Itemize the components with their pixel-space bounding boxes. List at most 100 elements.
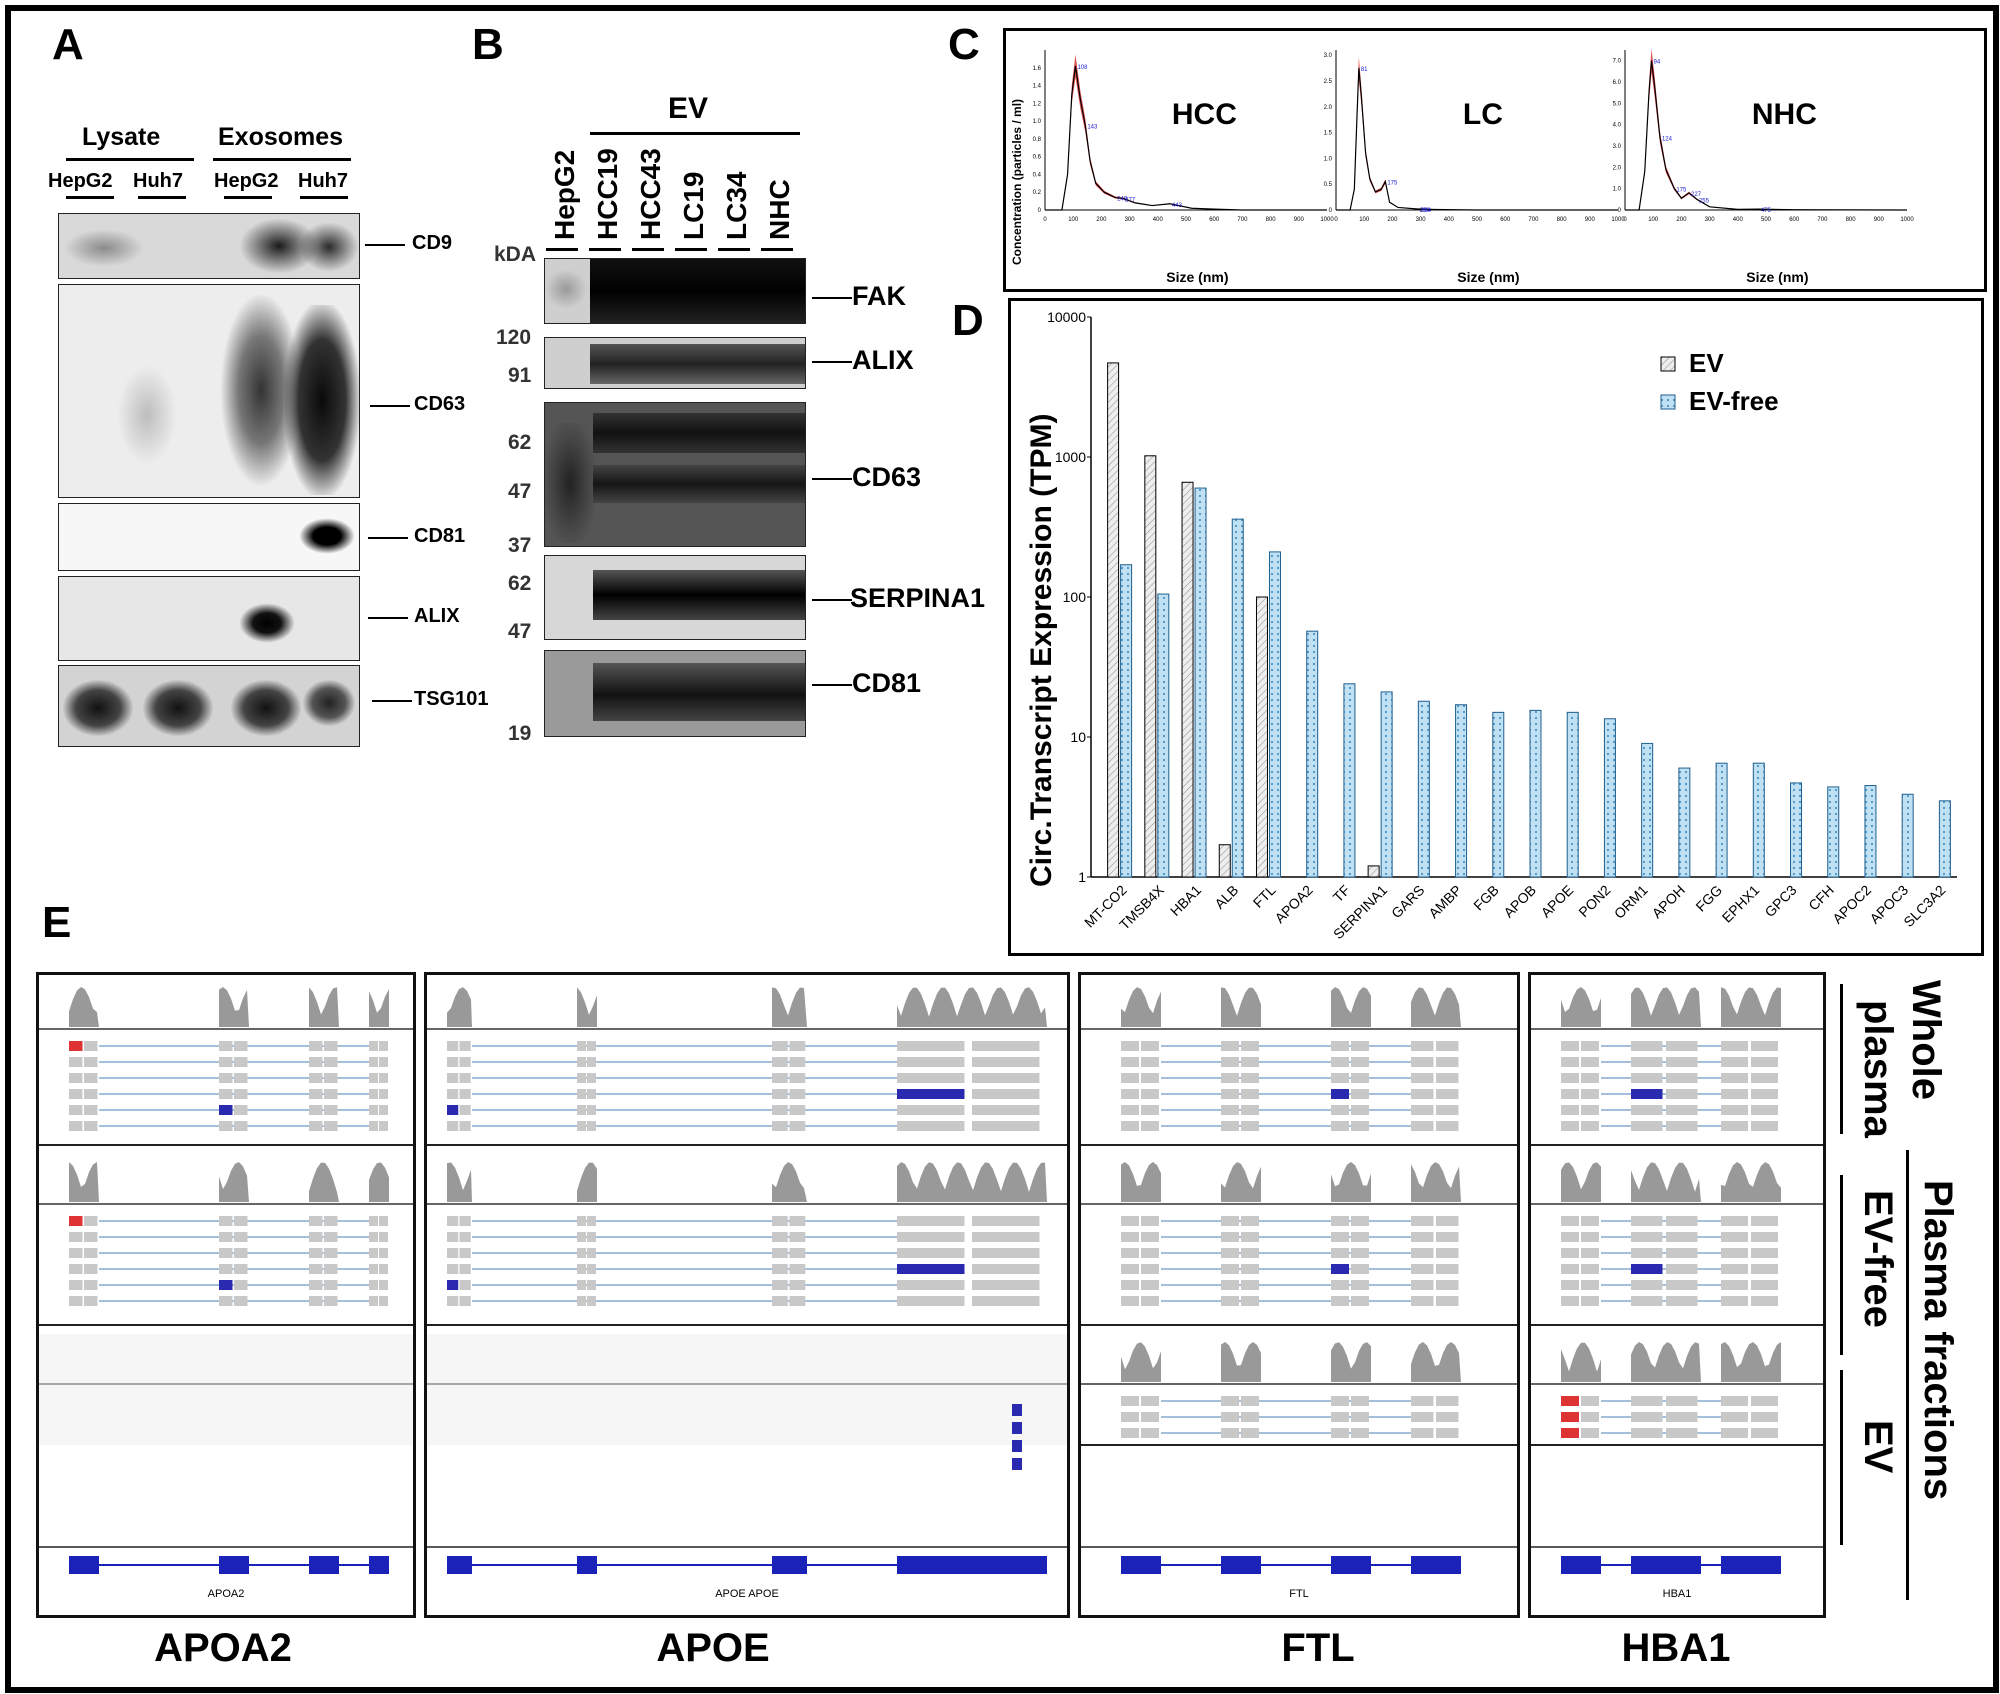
read-block [447, 1105, 459, 1115]
read-block [1351, 1121, 1369, 1131]
read-block [1221, 1264, 1239, 1274]
read-block [1241, 1121, 1259, 1131]
read-block [369, 1232, 378, 1242]
read-block [309, 1089, 323, 1099]
bar-ev-free [1343, 683, 1356, 878]
read-block [1221, 1412, 1239, 1422]
x-axis-title: Size (nm) [1457, 269, 1519, 285]
category-label: GARS [1388, 882, 1427, 921]
read-block [972, 1232, 1040, 1242]
read-block [1351, 1296, 1369, 1306]
read-block [789, 1232, 806, 1242]
read-block [1666, 1089, 1698, 1099]
read-block [1721, 1280, 1748, 1290]
read-block [1721, 1041, 1748, 1051]
read-block [1721, 1412, 1748, 1422]
lane-rule [300, 196, 348, 199]
size-distribution-line [1336, 68, 1618, 211]
read-block [1436, 1216, 1459, 1226]
read-block [1751, 1232, 1778, 1242]
read-block [587, 1089, 596, 1099]
gene-exon [1411, 1556, 1461, 1574]
x-tick-label: 600 [1789, 217, 1800, 223]
read-block [1121, 1396, 1139, 1406]
read-block [1012, 1404, 1022, 1416]
read-block [84, 1296, 98, 1306]
read-block [1411, 1412, 1434, 1422]
x-tick-label: 400 [1153, 217, 1164, 223]
blot-a-alix [58, 576, 360, 661]
read-block [1721, 1073, 1748, 1083]
read-block [447, 1057, 459, 1067]
read-block [772, 1041, 788, 1051]
read-block [1221, 1280, 1239, 1290]
read-block [789, 1248, 806, 1258]
y-tick-label: 2.0 [1613, 165, 1622, 171]
read-block [1581, 1280, 1599, 1290]
marker-label: CD63 [414, 393, 466, 415]
read-block [1666, 1396, 1698, 1406]
read-block [84, 1105, 98, 1115]
read-block [1121, 1296, 1139, 1306]
read-block [447, 1264, 459, 1274]
read-block [1581, 1121, 1599, 1131]
read-block [1331, 1428, 1349, 1438]
read-block [1241, 1412, 1259, 1422]
read-block [84, 1073, 98, 1083]
read-block [1121, 1428, 1139, 1438]
read-block [1121, 1412, 1139, 1422]
y-tick-label: 10000 [1047, 309, 1086, 325]
read-block [897, 1216, 965, 1226]
y-tick-label: 0 [1329, 208, 1333, 214]
read-block [1751, 1073, 1778, 1083]
read-block [1331, 1041, 1349, 1051]
read-block [1141, 1264, 1159, 1274]
read-block [1581, 1057, 1599, 1067]
marker-label: CD9 [412, 232, 453, 254]
read-block [772, 1216, 788, 1226]
read-block [1411, 1216, 1434, 1226]
y-tick-label: 2.5 [1324, 79, 1333, 85]
read-block [234, 1248, 248, 1258]
read-block [459, 1248, 471, 1258]
read-block [84, 1248, 98, 1258]
bar-ev [1367, 865, 1380, 878]
category-label: PON2 [1575, 882, 1613, 920]
bar-ev [1218, 844, 1231, 878]
peak-label: 108 [1077, 65, 1088, 71]
lane-label: HCC43 [635, 148, 666, 240]
bar-ev-free [1827, 786, 1840, 878]
y-tick-label: 1 [1078, 869, 1086, 885]
read-block [219, 1264, 233, 1274]
read-block [459, 1280, 471, 1290]
read-block [1436, 1073, 1459, 1083]
read-block [1411, 1396, 1434, 1406]
coverage-track [1221, 1342, 1261, 1382]
blot-b-cd81 [544, 650, 806, 737]
read-block [1561, 1041, 1579, 1051]
bar-ev-free [1120, 564, 1133, 878]
read-block [324, 1057, 338, 1067]
read-block [1581, 1216, 1599, 1226]
category-label: APOB [1500, 882, 1539, 921]
read-block [577, 1296, 586, 1306]
read-block [1331, 1089, 1349, 1099]
y-tick-label: 0.8 [1033, 137, 1042, 143]
mw-mark: 120 [496, 326, 532, 349]
panel-label-e: E [42, 898, 72, 947]
read-block [1581, 1412, 1599, 1422]
read-block [1751, 1121, 1778, 1131]
read-block [1561, 1232, 1579, 1242]
coverage-track [1411, 1162, 1461, 1202]
read-block [309, 1280, 323, 1290]
read-block [459, 1232, 471, 1242]
category-label: FTL [1250, 882, 1279, 911]
read-block [1241, 1396, 1259, 1406]
read-block [1581, 1428, 1599, 1438]
read-block [219, 1248, 233, 1258]
group-exosomes: Exosomes [218, 123, 344, 151]
x-tick-label: 900 [1585, 217, 1596, 223]
read-block [577, 1073, 586, 1083]
read-block [1581, 1296, 1599, 1306]
coverage-track [219, 987, 249, 1027]
